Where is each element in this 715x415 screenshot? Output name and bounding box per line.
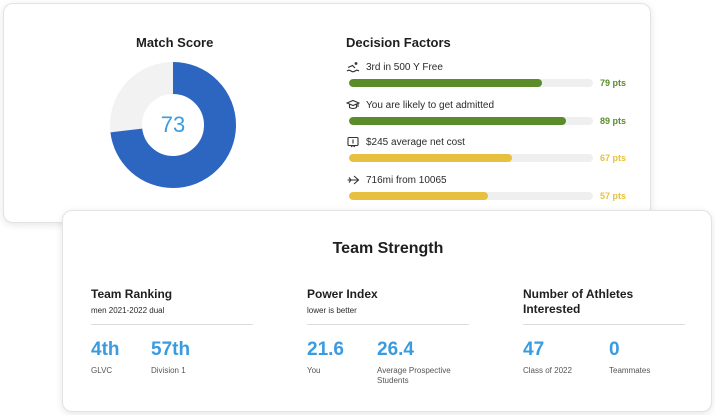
stat-average-power-index: 26.4 Average Prospective Students	[377, 339, 469, 386]
match-score-value: 73	[160, 112, 186, 137]
stat-class-athletes: 47 Class of 2022	[523, 339, 572, 376]
team-ranking-section: Team Ranking men 2021-2022 dual	[91, 287, 256, 315]
factor-admission: You are likely to get admitted 89 pts	[346, 98, 636, 128]
plane-icon	[346, 173, 360, 187]
team-ranking-heading: Team Ranking	[91, 287, 173, 301]
stat-teammates: 0 Teammates	[609, 339, 650, 376]
factor-bar	[349, 154, 593, 162]
athletes-interested-section: Number of Athletes Interested	[523, 287, 673, 317]
match-card: Match Score 73 Decision Factors 3rd in 5…	[3, 3, 651, 223]
stat-conference-rank: 4th GLVC	[91, 339, 120, 376]
factor-label: You are likely to get admitted	[366, 99, 495, 111]
money-icon	[346, 135, 360, 149]
match-score-title: Match Score	[136, 35, 214, 50]
factor-bar-fill	[349, 117, 567, 125]
factor-points: 79 pts	[600, 78, 627, 88]
factor-label: 3rd in 500 Y Free	[366, 61, 443, 73]
factor-label: 716mi from 10065	[366, 174, 447, 186]
stat-value: 4th	[91, 339, 120, 360]
stat-caption: Teammates	[609, 366, 651, 375]
match-score-donut: 73	[108, 60, 238, 190]
factor-net-cost: $245 average net cost 67 pts	[346, 135, 636, 165]
stat-value: 26.4	[377, 339, 414, 360]
stat-caption: GLVC	[91, 366, 113, 375]
match-score-donut-chart	[110, 62, 236, 188]
stat-caption: You	[307, 366, 321, 375]
divider	[91, 324, 253, 325]
stat-division-rank: 57th Division 1	[151, 339, 190, 376]
factor-bar-fill	[349, 192, 489, 200]
decision-factors-title: Decision Factors	[346, 35, 451, 50]
stat-caption: Division 1	[151, 366, 186, 375]
factor-points: 67 pts	[600, 153, 627, 163]
factor-points: 89 pts	[600, 116, 627, 126]
factor-bar	[349, 192, 593, 200]
factor-bar-fill	[349, 154, 513, 162]
graduation-cap-icon	[346, 98, 360, 112]
athletes-interested-heading: Number of Athletes Interested	[523, 287, 634, 316]
stat-your-power-index: 21.6 You	[307, 339, 344, 376]
factor-bar	[349, 117, 593, 125]
stat-value: 57th	[151, 339, 191, 360]
power-index-sub: lower is better	[307, 306, 357, 315]
factor-points: 57 pts	[600, 191, 627, 201]
donut-arc	[110, 62, 236, 188]
power-index-section: Power Index lower is better	[307, 287, 472, 315]
power-index-heading: Power Index	[307, 287, 378, 301]
factor-label: $245 average net cost	[366, 136, 465, 148]
stat-value: 47	[523, 339, 545, 360]
stat-caption: Average Prospective Students	[377, 366, 451, 385]
factor-swim-rank: 3rd in 500 Y Free 79 pts	[346, 60, 636, 90]
factor-distance: 716mi from 10065 57 pts	[346, 173, 636, 203]
stat-value: 0	[609, 339, 620, 360]
divider	[307, 324, 469, 325]
stat-value: 21.6	[307, 339, 344, 360]
team-strength-card: Team Strength Team Ranking men 2021-2022…	[62, 210, 712, 412]
swimmer-icon	[346, 60, 360, 74]
team-strength-title: Team Strength	[332, 240, 444, 257]
team-ranking-sub: men 2021-2022 dual	[91, 306, 165, 315]
factor-bar	[349, 79, 593, 87]
factor-bar-fill	[349, 79, 542, 87]
stat-caption: Class of 2022	[523, 366, 572, 375]
divider	[523, 324, 685, 325]
